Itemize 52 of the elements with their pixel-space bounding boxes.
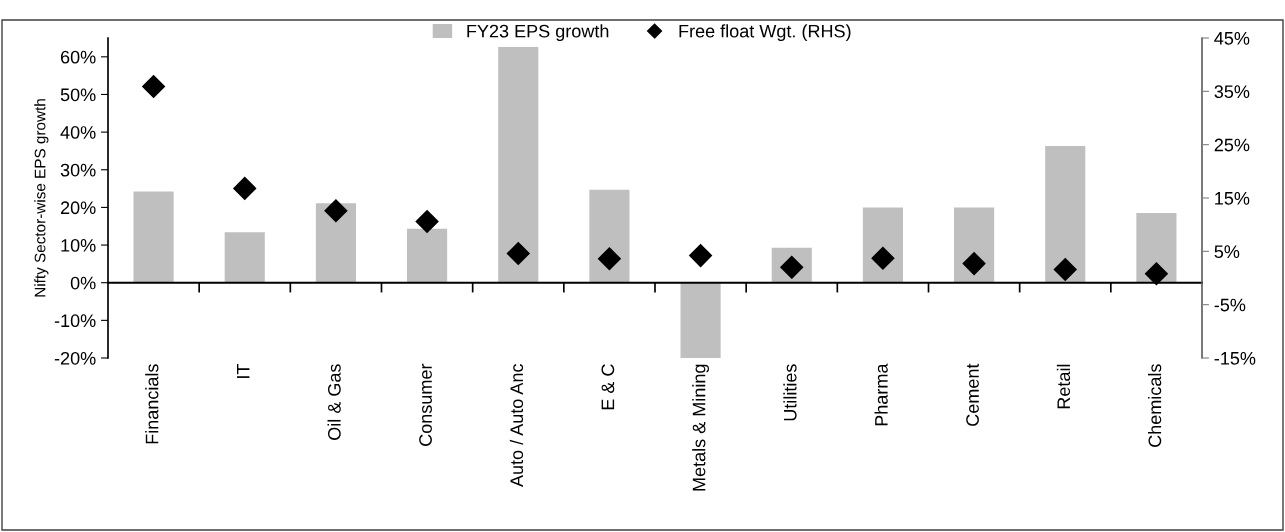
y-tick-label: 60% xyxy=(60,50,96,64)
x-tick-label: IT xyxy=(237,363,250,378)
y-tick-label: 10% xyxy=(61,238,96,252)
y-tick-label: -10% xyxy=(54,314,96,328)
y-tick-label: 50% xyxy=(60,88,96,102)
point xyxy=(233,176,257,200)
bar xyxy=(862,207,903,283)
x-tick-label: E & C xyxy=(601,364,615,410)
point xyxy=(689,244,713,268)
legend-label: Free float Wgt. (RHS) xyxy=(679,24,851,42)
bar xyxy=(315,203,356,283)
point xyxy=(324,199,348,223)
point xyxy=(871,246,895,270)
bar xyxy=(1045,146,1086,283)
y2-tick-label: 45% xyxy=(1214,32,1250,45)
bar xyxy=(680,282,721,358)
x-tick-label: Financials xyxy=(145,364,159,444)
y2-tick-label: -15% xyxy=(1214,352,1256,365)
point xyxy=(1053,257,1077,281)
point xyxy=(597,247,621,271)
point xyxy=(962,252,986,276)
bar xyxy=(407,228,448,283)
y-tick-label: 30% xyxy=(60,163,96,177)
bar xyxy=(589,189,630,283)
y-tick-label: 0% xyxy=(70,276,96,290)
point xyxy=(506,241,530,265)
legend-label: FY23 EPS growth xyxy=(467,24,609,42)
bar xyxy=(954,207,995,283)
point xyxy=(1144,262,1168,286)
x-tick-label: Consumer xyxy=(419,363,432,446)
y-tick-label: -20% xyxy=(54,351,96,365)
y-tick-label: 20% xyxy=(60,201,96,215)
y2-tick-label: 5% xyxy=(1214,245,1240,259)
y-tick-label: 40% xyxy=(60,126,96,139)
bar xyxy=(224,232,265,283)
x-tick-label: Metals & Mining xyxy=(692,364,709,491)
y-axis-title: Nifty Sector-wise EPS growth xyxy=(34,99,49,297)
y2-tick-label: 15% xyxy=(1215,192,1250,205)
x-tick-label: Pharma xyxy=(874,363,888,426)
x-tick-label: Retail xyxy=(1056,364,1071,409)
y2-tick-label: 35% xyxy=(1214,85,1250,99)
x-tick-label: Auto / Auto Anc xyxy=(509,364,524,487)
point xyxy=(142,75,166,99)
point xyxy=(415,209,439,233)
x-tick-label: Chemicals xyxy=(1148,364,1162,447)
bar xyxy=(133,191,174,283)
x-tick-label: Cement xyxy=(966,363,979,426)
y2-tick-label: -5% xyxy=(1214,298,1246,312)
y2-tick-label: 25% xyxy=(1214,138,1250,152)
x-tick-label: Utilities xyxy=(783,364,797,421)
x-tick-label: Oil & Gas xyxy=(327,364,341,440)
bar xyxy=(498,47,539,283)
